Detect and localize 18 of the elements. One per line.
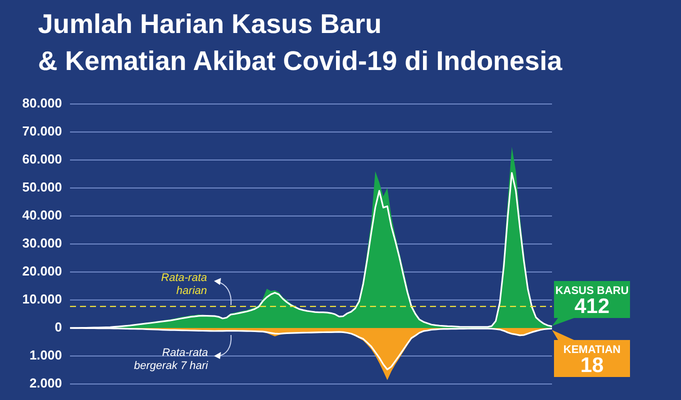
data-label: 18	[580, 354, 604, 377]
y-tick-label: 70.000	[22, 124, 62, 139]
y-tick-label: 40.000	[22, 208, 62, 223]
y2-tick-label: 1.000	[29, 348, 62, 363]
y2-tick-label: 2.000	[29, 376, 62, 391]
y-tick-label: 10.000	[22, 292, 62, 307]
y-tick-label: 20.000	[22, 264, 62, 279]
ref-line-label: Rata-rata harian	[160, 272, 207, 298]
y-tick-label: 50.000	[22, 180, 62, 195]
y-tick-label: 80.000	[22, 96, 62, 111]
y-tick-label: 0	[54, 320, 62, 335]
y-tick-label: 30.000	[22, 236, 62, 251]
series-label: KEMATIAN	[563, 344, 621, 356]
text: KASUS BARU	[555, 285, 629, 298]
annotation: Rata-rata bergerak 7 hari	[133, 347, 208, 373]
data-label: 412	[574, 294, 610, 318]
y-tick-label: 60.000	[22, 152, 62, 167]
chart-title: Jumlah Harian Kasus Baru & Kematian Akibat Covid-19 di Indonesia	[38, 8, 562, 78]
